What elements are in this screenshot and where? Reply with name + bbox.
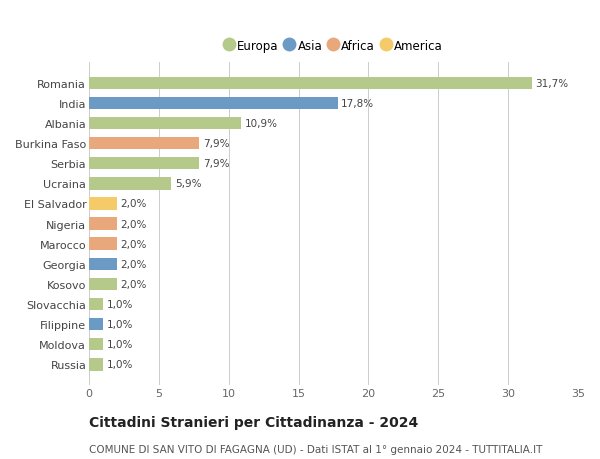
Text: COMUNE DI SAN VITO DI FAGAGNA (UD) - Dati ISTAT al 1° gennaio 2024 - TUTTITALIA.: COMUNE DI SAN VITO DI FAGAGNA (UD) - Dat… bbox=[89, 444, 542, 454]
Bar bbox=[89, 178, 172, 190]
Bar bbox=[89, 258, 117, 270]
Bar bbox=[89, 298, 103, 311]
Text: 5,9%: 5,9% bbox=[175, 179, 202, 189]
Bar bbox=[89, 338, 103, 351]
Bar bbox=[89, 118, 241, 130]
Text: 1,0%: 1,0% bbox=[106, 319, 133, 330]
Text: 2,0%: 2,0% bbox=[121, 239, 147, 249]
Bar bbox=[89, 78, 532, 90]
Text: 7,9%: 7,9% bbox=[203, 159, 229, 169]
Text: 1,0%: 1,0% bbox=[106, 299, 133, 309]
Text: 17,8%: 17,8% bbox=[341, 99, 374, 109]
Bar bbox=[89, 138, 199, 150]
Bar bbox=[89, 198, 117, 210]
Text: 7,9%: 7,9% bbox=[203, 139, 229, 149]
Text: Cittadini Stranieri per Cittadinanza - 2024: Cittadini Stranieri per Cittadinanza - 2… bbox=[89, 415, 418, 429]
Text: 31,7%: 31,7% bbox=[535, 78, 569, 89]
Bar bbox=[89, 318, 103, 330]
Text: 2,0%: 2,0% bbox=[121, 279, 147, 289]
Text: 1,0%: 1,0% bbox=[106, 359, 133, 369]
Text: 2,0%: 2,0% bbox=[121, 259, 147, 269]
Text: 1,0%: 1,0% bbox=[106, 340, 133, 349]
Bar bbox=[89, 158, 199, 170]
Bar bbox=[89, 358, 103, 371]
Bar bbox=[89, 97, 338, 110]
Legend: Europa, Asia, Africa, America: Europa, Asia, Africa, America bbox=[221, 36, 446, 56]
Text: 2,0%: 2,0% bbox=[121, 219, 147, 229]
Bar bbox=[89, 238, 117, 250]
Text: 2,0%: 2,0% bbox=[121, 199, 147, 209]
Text: 10,9%: 10,9% bbox=[245, 119, 278, 129]
Bar bbox=[89, 218, 117, 230]
Bar bbox=[89, 278, 117, 291]
